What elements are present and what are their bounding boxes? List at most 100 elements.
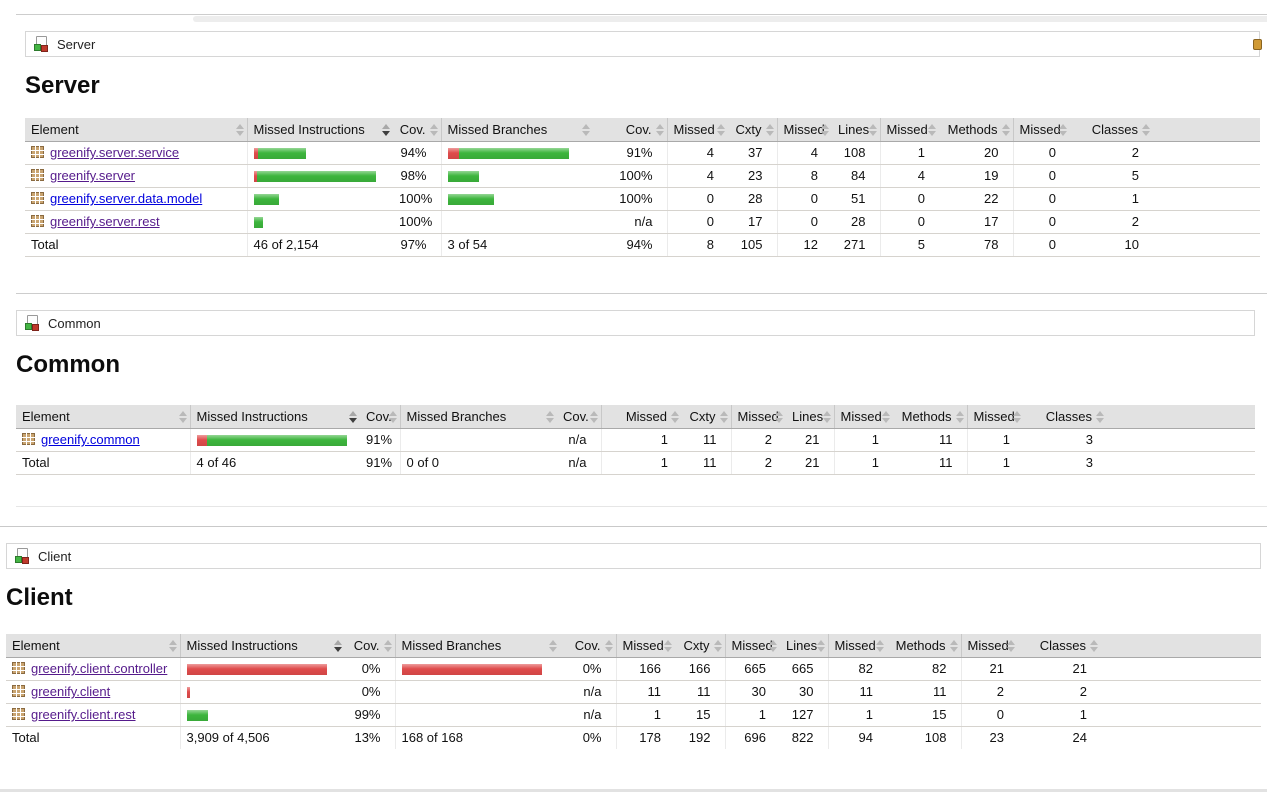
element-link[interactable]: greenify.server xyxy=(50,168,136,183)
column-header-1-missed-instructions[interactable]: Missed Instructions xyxy=(246,118,393,142)
column-label: Lines xyxy=(786,638,818,653)
total-instructions-coverage: 13% xyxy=(354,730,381,745)
cxty-value: 23 xyxy=(728,164,777,188)
branches-coverage-value: 91% xyxy=(593,141,667,165)
missed-glyph xyxy=(41,45,48,52)
sort-arrows-icon xyxy=(1059,123,1067,136)
table-row: greenify.common 91% n/a 1 11 2 21 1 11 1 3 xyxy=(16,428,1255,452)
column-header-6-cxty[interactable]: Cxty xyxy=(728,118,777,142)
column-header-7-missed[interactable]: Missed xyxy=(776,118,832,142)
column-header-2-cov-[interactable]: Cov. xyxy=(360,405,400,429)
total-branches-value: 0 of 0 xyxy=(399,451,557,475)
sort-arrows-icon xyxy=(719,410,728,423)
column-header-0-element[interactable]: Element xyxy=(16,405,190,429)
branches-bar-cell xyxy=(394,703,560,727)
column-header-1-missed-instructions[interactable]: Missed Instructions xyxy=(189,405,360,429)
row-spacer-cell xyxy=(1153,210,1260,234)
classes-value: 2 xyxy=(1018,680,1101,704)
total-missed-methods-value: 5 xyxy=(879,233,939,257)
column-label: Missed xyxy=(737,409,779,424)
section-divider xyxy=(0,526,1267,527)
column-header-9-missed[interactable]: Missed xyxy=(879,118,939,142)
column-header-3-missed-branches[interactable]: Missed Branches xyxy=(440,118,593,142)
column-header-12-classes[interactable]: Classes xyxy=(1024,405,1107,429)
total-instructions-value: 3,909 of 4,506 xyxy=(179,726,345,749)
sort-arrows-icon xyxy=(769,639,777,652)
element-cell: greenify.server.service xyxy=(25,141,247,165)
column-header-5-missed[interactable]: Missed xyxy=(615,634,675,658)
element-link[interactable]: greenify.server.rest xyxy=(50,214,160,229)
column-header-11-missed[interactable]: Missed xyxy=(1012,118,1070,142)
sort-arrows-icon xyxy=(713,639,722,652)
column-header-9-missed[interactable]: Missed xyxy=(833,405,893,429)
column-header-6-cxty[interactable]: Cxty xyxy=(675,634,725,658)
column-header-8-lines[interactable]: Lines xyxy=(780,634,828,658)
missed-cxty-value: 166 xyxy=(615,657,675,681)
column-header-7-missed[interactable]: Missed xyxy=(724,634,780,658)
column-header-4-cov-[interactable]: Cov. xyxy=(557,405,601,429)
row-spacer-cell xyxy=(1101,727,1261,750)
element-link[interactable]: greenify.server.service xyxy=(50,145,180,160)
column-header-10-methods[interactable]: Methods xyxy=(939,118,1013,142)
total-branches-coverage: n/a xyxy=(557,451,601,475)
missed-bar xyxy=(401,664,542,676)
total-methods-value: 108 xyxy=(924,730,947,745)
sessions-icon-partial[interactable] xyxy=(1253,39,1262,50)
column-header-8-lines[interactable]: Lines xyxy=(786,405,834,429)
missed-classes-value: 2 xyxy=(960,680,1018,704)
column-header-4-cov-[interactable]: Cov. xyxy=(560,634,616,658)
column-label: Methods xyxy=(947,122,998,137)
sort-arrows-icon xyxy=(928,123,936,136)
sort-arrows-icon xyxy=(655,123,664,136)
column-header-10-methods[interactable]: Methods xyxy=(893,405,967,429)
parent-scrollbar-strip[interactable] xyxy=(193,16,1267,22)
column-header-11-missed[interactable]: Missed xyxy=(966,405,1024,429)
column-header-1-missed-instructions[interactable]: Missed Instructions xyxy=(179,634,345,658)
column-header-4-cov-[interactable]: Cov. xyxy=(593,118,667,142)
total-instructions-coverage: 97% xyxy=(393,233,441,257)
column-header-11-missed[interactable]: Missed xyxy=(960,634,1018,658)
column-label: Cov. xyxy=(366,409,392,424)
column-header-10-methods[interactable]: Methods xyxy=(887,634,961,658)
element-link[interactable]: greenify.client.controller xyxy=(31,661,168,676)
column-header-5-missed[interactable]: Missed xyxy=(666,118,728,142)
column-header-12-classes[interactable]: Classes xyxy=(1018,634,1101,658)
column-header-7-missed[interactable]: Missed xyxy=(730,405,786,429)
classes-value: 1 xyxy=(1070,187,1153,211)
column-header-3-missed-branches[interactable]: Missed Branches xyxy=(399,405,557,429)
element-cell: greenify.server.data.model xyxy=(25,187,247,211)
column-header-6-cxty[interactable]: Cxty xyxy=(682,405,731,429)
missed-glyph xyxy=(32,324,39,331)
missed-cxty-value: 4 xyxy=(666,141,728,165)
missed-cxty-value: 4 xyxy=(666,164,728,188)
column-header-5-missed[interactable]: Missed xyxy=(600,405,682,429)
column-header-0-element[interactable]: Element xyxy=(25,118,247,142)
column-header-9-missed[interactable]: Missed xyxy=(827,634,887,658)
column-label: Missed xyxy=(625,409,667,424)
column-header-2-cov-[interactable]: Cov. xyxy=(345,634,395,658)
section-divider xyxy=(16,506,1267,507)
column-label: Missed xyxy=(731,638,773,653)
column-label: Methods xyxy=(895,638,946,653)
column-label: Cov. xyxy=(563,409,589,424)
lines-value: 108 xyxy=(832,141,880,165)
total-missed-classes-value: 0 xyxy=(1012,233,1070,257)
column-header-3-missed-branches[interactable]: Missed Branches xyxy=(394,634,560,658)
package-icon xyxy=(22,433,35,445)
sort-arrows-icon xyxy=(582,123,590,136)
element-link[interactable]: greenify.client.rest xyxy=(31,707,136,722)
column-header-0-element[interactable]: Element xyxy=(6,634,180,658)
missed-lines-value: 4 xyxy=(776,141,832,165)
column-header-2-cov-[interactable]: Cov. xyxy=(393,118,441,142)
section-divider xyxy=(16,14,1267,15)
package-icon xyxy=(12,685,25,697)
row-spacer-cell xyxy=(1107,451,1255,475)
element-link[interactable]: greenify.client xyxy=(31,684,111,699)
column-label: Missed Instructions xyxy=(253,122,365,137)
element-link[interactable]: greenify.common xyxy=(41,432,140,447)
missed-cxty-value: 1 xyxy=(600,428,682,452)
column-header-12-classes[interactable]: Classes xyxy=(1070,118,1153,142)
classes-value: 21 xyxy=(1018,657,1101,681)
column-header-8-lines[interactable]: Lines xyxy=(832,118,880,142)
element-link[interactable]: greenify.server.data.model xyxy=(50,191,203,206)
